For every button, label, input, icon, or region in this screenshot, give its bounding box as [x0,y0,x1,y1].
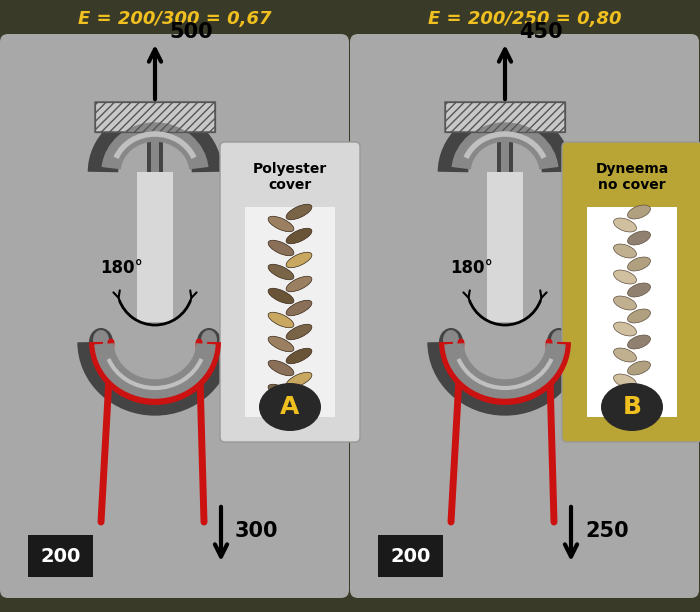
Ellipse shape [286,324,312,340]
Bar [245,207,335,417]
Ellipse shape [627,205,650,219]
Ellipse shape [613,270,636,284]
Ellipse shape [627,387,650,401]
Ellipse shape [547,328,571,356]
FancyBboxPatch shape [350,34,699,598]
Text: E = 200/250 = 0,80: E = 200/250 = 0,80 [428,10,622,28]
Ellipse shape [197,328,221,356]
Ellipse shape [286,396,312,412]
Bar [0,0,700,38]
Bar [487,172,523,322]
Text: 200: 200 [41,547,80,565]
Bar [147,132,163,172]
Bar [501,132,509,172]
Bar [378,535,443,577]
Ellipse shape [89,328,113,356]
Ellipse shape [613,296,636,310]
Ellipse shape [268,360,294,376]
Ellipse shape [613,218,636,232]
Ellipse shape [439,328,463,356]
Text: Polyester
cover: Polyester cover [253,162,327,192]
Ellipse shape [443,330,459,350]
Ellipse shape [601,383,663,431]
Ellipse shape [201,330,217,350]
Ellipse shape [627,335,650,349]
Text: 300: 300 [235,521,279,541]
Ellipse shape [286,348,312,364]
Bar [497,132,513,172]
Ellipse shape [286,276,312,292]
Text: 200: 200 [391,547,430,565]
FancyBboxPatch shape [220,142,360,442]
Bar [587,207,677,417]
Text: 500: 500 [169,22,213,42]
Ellipse shape [627,283,650,297]
Ellipse shape [268,288,294,304]
Bar [95,102,215,132]
FancyBboxPatch shape [0,34,349,598]
Bar [95,102,215,132]
Ellipse shape [286,300,312,316]
Ellipse shape [268,264,294,280]
Ellipse shape [268,216,294,232]
Text: 180°: 180° [450,259,493,277]
Ellipse shape [551,330,567,350]
Ellipse shape [613,400,636,414]
Ellipse shape [286,204,312,220]
Ellipse shape [268,312,294,328]
Ellipse shape [627,309,650,323]
Ellipse shape [286,372,312,388]
FancyBboxPatch shape [562,142,700,442]
Ellipse shape [259,383,321,431]
Ellipse shape [286,252,312,267]
Text: 250: 250 [585,521,629,541]
Text: 180°: 180° [100,259,143,277]
Ellipse shape [613,348,636,362]
Bar [151,132,159,172]
Ellipse shape [627,361,650,375]
Ellipse shape [286,228,312,244]
Text: E = 200/300 = 0,67: E = 200/300 = 0,67 [78,10,272,28]
Ellipse shape [268,384,294,400]
Text: A: A [280,395,300,419]
Ellipse shape [613,322,636,336]
Text: Dyneema
no cover: Dyneema no cover [596,162,668,192]
Bar [445,102,565,132]
Ellipse shape [93,330,109,350]
Ellipse shape [268,241,294,256]
Bar [445,102,565,132]
Ellipse shape [268,336,294,352]
Ellipse shape [627,231,650,245]
Bar [137,172,173,322]
Text: B: B [622,395,641,419]
Bar [28,535,93,577]
Text: 450: 450 [519,22,563,42]
Ellipse shape [613,244,636,258]
Ellipse shape [613,374,636,388]
Ellipse shape [627,257,650,271]
